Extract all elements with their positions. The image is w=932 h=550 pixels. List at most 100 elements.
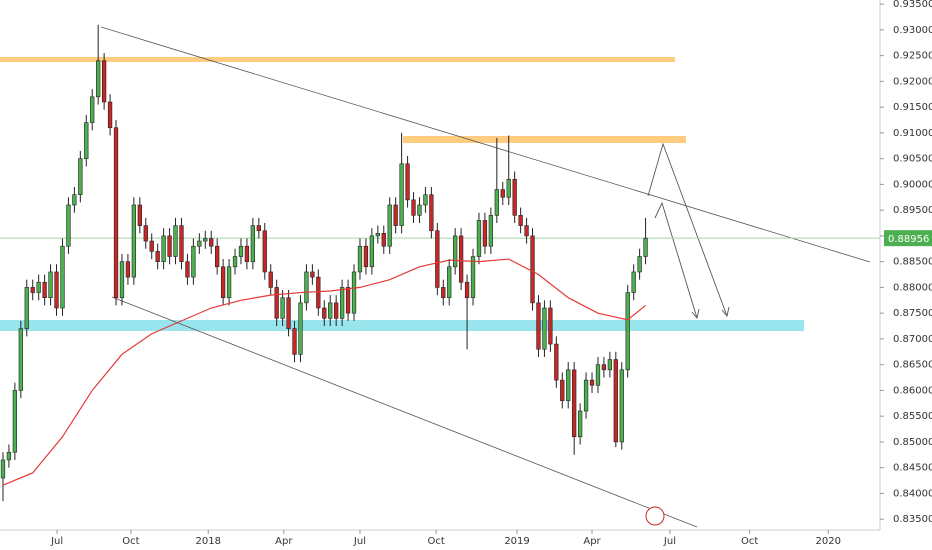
arrow-head xyxy=(691,308,700,319)
candle-body xyxy=(595,364,601,386)
candle-body xyxy=(345,287,351,314)
x-tick-label: Jul xyxy=(50,536,63,547)
y-tick-label: 0.87000 xyxy=(893,334,932,345)
candle-body xyxy=(316,276,321,309)
candle-body xyxy=(90,96,95,123)
resistance-zone xyxy=(403,136,686,143)
candle-body xyxy=(411,199,416,216)
candle-body xyxy=(393,204,398,226)
candle-body xyxy=(155,251,160,262)
candle-body xyxy=(369,235,375,268)
candle-body xyxy=(334,302,339,319)
candle-body xyxy=(625,292,630,371)
candle-body xyxy=(417,204,422,216)
candle-body xyxy=(435,230,440,288)
x-tick-label: Apr xyxy=(583,536,601,547)
y-tick-label: 0.92500 xyxy=(893,51,932,62)
candle-body xyxy=(30,287,35,293)
resistance-zone xyxy=(0,57,675,62)
candle-body xyxy=(518,214,523,226)
candle-body xyxy=(476,220,482,257)
candle-body xyxy=(423,194,428,206)
candle-body xyxy=(310,271,315,278)
candle-body xyxy=(238,245,244,257)
candle-body xyxy=(101,60,107,103)
candle-body xyxy=(387,204,392,247)
candle-body xyxy=(256,225,261,232)
y-tick-label: 0.84500 xyxy=(893,463,932,474)
price-tag xyxy=(884,230,932,247)
candle-body xyxy=(339,287,345,319)
y-tick-label: 0.85000 xyxy=(893,437,932,448)
candle-body xyxy=(429,194,434,232)
y-tick-label: 0.83500 xyxy=(893,514,932,525)
candle-body xyxy=(482,220,488,247)
candle-body xyxy=(506,178,511,198)
candle-body xyxy=(215,245,220,268)
y-tick-label: 0.88500 xyxy=(893,257,932,268)
candle-body xyxy=(488,214,494,247)
candle-body xyxy=(84,122,89,159)
x-tick-label: Oct xyxy=(427,536,444,547)
y-tick-label: 0.86500 xyxy=(893,360,932,371)
x-tick-label: Jul xyxy=(663,536,676,547)
candle-body xyxy=(494,189,499,216)
x-tick-label: Oct xyxy=(741,536,758,547)
candle-body xyxy=(328,302,333,319)
candle-body xyxy=(357,245,363,273)
candle-body xyxy=(637,256,642,273)
candle-body xyxy=(512,178,517,216)
y-tick-label: 0.93500 xyxy=(893,0,932,10)
candle-body xyxy=(304,271,309,304)
candle-body xyxy=(161,235,166,262)
candle-body xyxy=(131,204,137,278)
candle-body xyxy=(607,359,613,371)
candle-body xyxy=(78,158,83,195)
candle-body xyxy=(18,328,23,391)
candle-body xyxy=(542,307,547,350)
candle-body xyxy=(226,266,232,299)
y-tick-label: 0.87500 xyxy=(893,308,932,319)
candle-body xyxy=(441,287,446,299)
support-zone xyxy=(0,320,804,331)
candle-body xyxy=(119,261,125,299)
candle-body xyxy=(48,271,53,299)
candle-body xyxy=(232,256,238,268)
candle-body xyxy=(524,225,529,237)
y-tick-label: 0.88000 xyxy=(893,282,932,293)
candle-body xyxy=(375,233,380,237)
candle-body xyxy=(453,235,458,268)
candle-body xyxy=(500,189,505,198)
candle-body xyxy=(107,101,113,129)
candle-body xyxy=(322,307,327,319)
candle-body xyxy=(149,240,154,252)
candle-body xyxy=(589,379,595,386)
x-tick-label: Oct xyxy=(122,536,139,547)
candle-body xyxy=(572,369,577,438)
x-tick-label: 2020 xyxy=(816,536,841,547)
projection-arrow xyxy=(647,142,728,317)
candle-body xyxy=(619,369,624,443)
candle-body xyxy=(137,204,142,226)
candle-body xyxy=(631,271,636,293)
y-tick-label: 0.91500 xyxy=(893,102,932,113)
candle-body xyxy=(262,230,267,273)
candle-body xyxy=(560,379,565,402)
y-tick-label: 0.90000 xyxy=(893,179,932,190)
candle-body xyxy=(470,256,476,299)
candle-body xyxy=(143,225,148,242)
y-tick-label: 0.89500 xyxy=(893,205,932,216)
candle-body xyxy=(274,287,279,319)
candle-body xyxy=(173,225,178,257)
candle-body xyxy=(60,245,65,309)
arrow-head xyxy=(721,306,730,317)
candle-body xyxy=(125,261,131,278)
candle-body xyxy=(268,271,273,288)
candle-body xyxy=(464,281,470,299)
y-tick-label: 0.90500 xyxy=(893,154,932,165)
candle-body xyxy=(536,302,541,350)
y-tick-label: 0.93000 xyxy=(893,25,932,36)
candle-body xyxy=(458,235,464,283)
